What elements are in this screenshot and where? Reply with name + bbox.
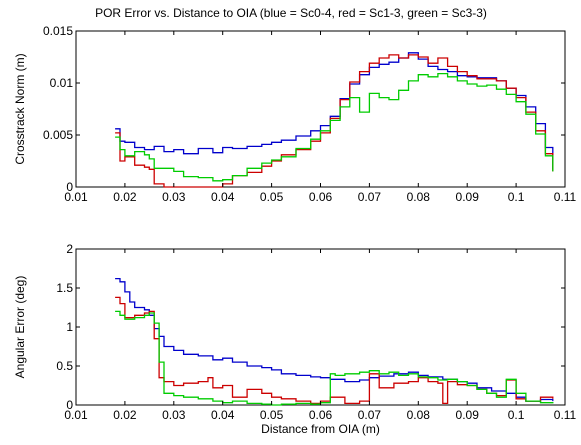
crosstrack-x-tick-label: 0.01 (64, 190, 88, 204)
crosstrack-x-tick-label: 0.03 (162, 190, 186, 204)
crosstrack-y-tick-label: 0.015 (43, 24, 73, 38)
crosstrack-y-tick-label: 0 (66, 180, 73, 194)
angular-x-tick-label: 0.02 (113, 408, 137, 422)
angular-y-tick-label: 1.5 (56, 281, 73, 295)
crosstrack-panel: 0.01 0.02 0.03 0.04 0.05 0.06 0.07 0.08 0.09 0.1 0… (13, 24, 577, 204)
crosstrack-y-axis-label: Crosstrack Norm (m) (13, 53, 27, 164)
crosstrack-x-tick-label: 0.07 (358, 190, 382, 204)
angular-x-tick-label: 0.09 (456, 408, 480, 422)
angular-x-tick-label: 0.01 (64, 408, 88, 422)
figure-title: POR Error vs. Distance to OIA (blue = Sc… (95, 6, 487, 20)
angular-y-tick-label: 2 (66, 242, 73, 256)
angular-ticks-group: 0.01 0.02 0.03 0.04 0.05 0.06 0.07 0.08 0.09 0.1 0… (56, 242, 576, 422)
angular-x-tick-label: 0.04 (211, 408, 235, 422)
angular-x-tick-label: 0.06 (309, 408, 333, 422)
angular-y-tick-label: 0 (66, 398, 73, 412)
crosstrack-y-tick-label: 0.01 (50, 76, 74, 90)
angular-y-tick-label: 1 (66, 320, 73, 334)
angular-plot-frame (75, 248, 566, 406)
angular-y-tick-label: 0.5 (56, 359, 73, 373)
crosstrack-x-tick-label: 0.08 (407, 190, 431, 204)
crosstrack-y-tick-label: 0.005 (43, 128, 73, 142)
crosstrack-x-tick-label: 0.02 (113, 190, 137, 204)
angular-series-2-line (115, 310, 554, 406)
angular-x-tick-label: 0.11 (554, 408, 577, 422)
angular-y-axis-label: Angular Error (deg) (13, 276, 27, 379)
crosstrack-x-tick-label: 0.11 (554, 190, 577, 204)
angular-x-axis-label: Distance from OIA (m) (261, 422, 380, 436)
crosstrack-series-group (115, 52, 554, 188)
angular-x-tick-label: 0.1 (508, 408, 525, 422)
crosstrack-x-tick-label: 0.05 (260, 190, 284, 204)
crosstrack-ticks-group: 0.01 0.02 0.03 0.04 0.05 0.06 0.07 0.08 0.09 0.1 0… (43, 24, 577, 204)
crosstrack-series-1-line (115, 54, 554, 188)
crosstrack-plot-frame (75, 30, 566, 188)
crosstrack-series-2-line (115, 72, 554, 182)
angular-panel: 0.01 0.02 0.03 0.04 0.05 0.06 0.07 0.08 0.09 0.1 0… (13, 242, 577, 436)
angular-x-tick-label: 0.08 (407, 408, 431, 422)
crosstrack-x-tick-label: 0.09 (456, 190, 480, 204)
crosstrack-x-tick-label: 0.06 (309, 190, 333, 204)
crosstrack-x-tick-label: 0.04 (211, 190, 235, 204)
crosstrack-series-0-line (115, 52, 554, 170)
angular-x-tick-label: 0.07 (358, 408, 382, 422)
crosstrack-x-tick-label: 0.1 (508, 190, 525, 204)
angular-x-tick-label: 0.05 (260, 408, 284, 422)
angular-x-tick-label: 0.03 (162, 408, 186, 422)
